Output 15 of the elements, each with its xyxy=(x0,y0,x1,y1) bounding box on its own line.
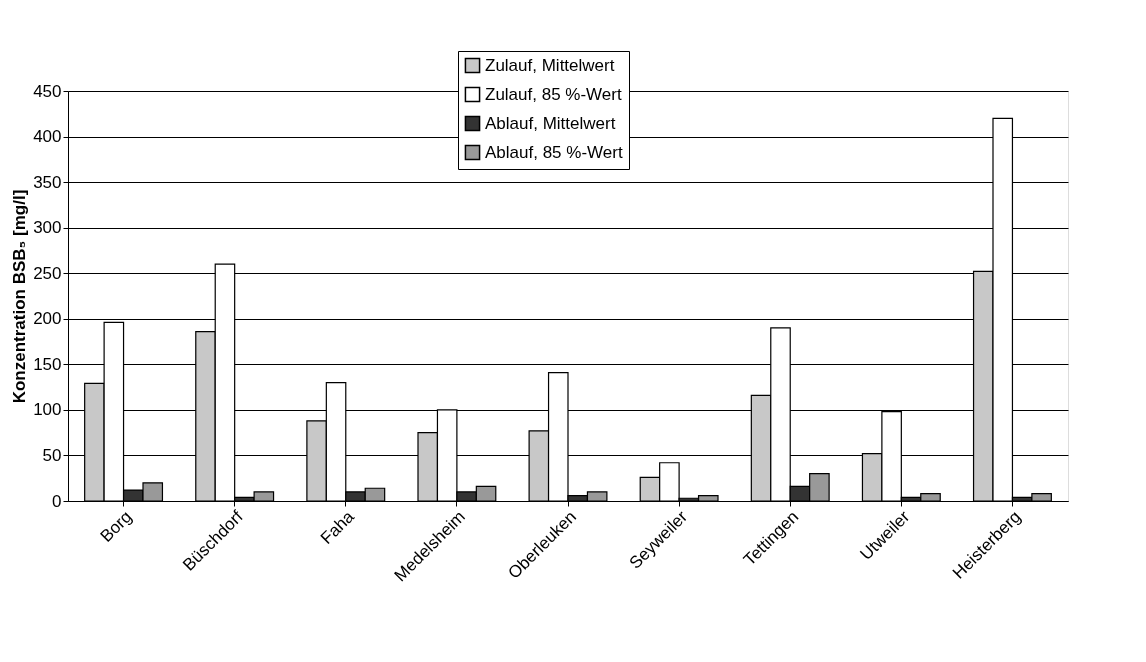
y-tick-label: 350 xyxy=(33,172,62,192)
y-tick-label: 450 xyxy=(33,81,62,101)
y-tick-label: 0 xyxy=(52,491,62,511)
y-tick-label: 150 xyxy=(33,354,62,374)
y-tick-label: 50 xyxy=(42,445,62,465)
y-tick-label: 300 xyxy=(33,218,62,238)
legend-label: Ablauf, Mittelwert xyxy=(485,113,616,133)
y-tick-label: 100 xyxy=(33,400,62,420)
y-tick-label: 250 xyxy=(33,263,62,283)
legend-label: Zulauf, Mittelwert xyxy=(485,55,615,75)
legend-label: Ablauf, 85 %-Wert xyxy=(485,142,623,162)
y-axis-title: Konzentration BSB₅ [mg/l] xyxy=(10,189,30,404)
y-tick-label: 200 xyxy=(33,309,62,329)
legend-label: Zulauf, 85 %-Wert xyxy=(485,84,622,104)
y-tick-label: 400 xyxy=(33,127,62,147)
